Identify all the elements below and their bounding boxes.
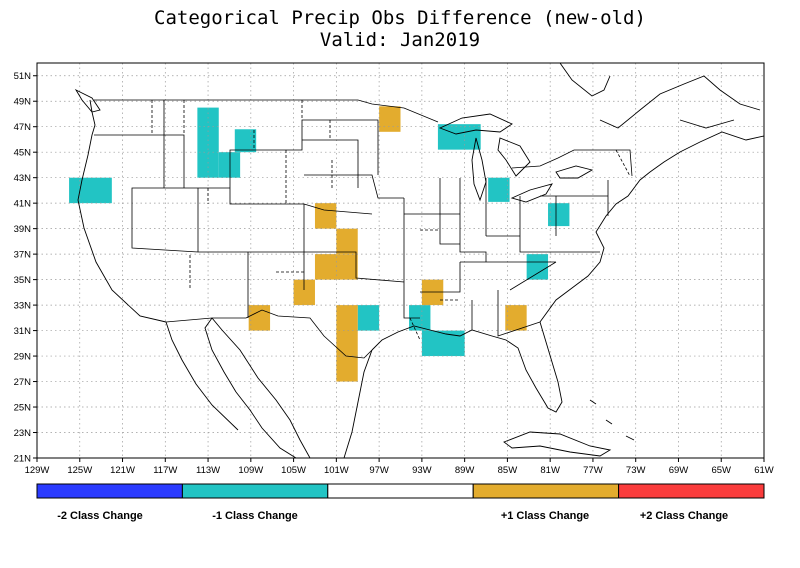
legend-label-0: -2 Class Change [57,510,143,522]
lon-tick-label: 109W [238,465,263,476]
lake-huron [497,137,531,177]
lon-tick-label: 101W [324,465,349,476]
lon-tick-label: 121W [110,465,135,476]
gulf-coastline [371,321,563,413]
difference-cell-10 [421,330,465,357]
pacific-coastline [77,99,167,323]
vancouver-island [74,88,101,113]
lon-tick-label: 73W [626,465,646,476]
lat-tick-label: 21N [14,454,32,465]
bahamas-outline [589,399,635,441]
interior-state-lines [94,100,609,337]
difference-cell-3 [234,129,257,153]
axis-ticks: 129W 125W 121W 117W 113W 109W 105W 101W 97W 93W 89… [14,71,774,476]
lat-tick-label: 49N [14,97,32,108]
legend-swatch-plus2 [618,483,765,499]
lon-tick-label: 129W [25,465,50,476]
lon-tick-label: 81W [540,465,560,476]
baja-coastline [165,317,239,431]
us-canada-border [94,99,633,177]
difference-cell-12 [314,203,337,229]
lat-tick-label: 23N [14,428,32,439]
difference-cell-1 [197,107,219,178]
legend-label-1: -1 Class Change [212,510,298,522]
lon-tick-label: 89W [455,465,475,476]
lat-tick-label: 39N [14,224,32,235]
difference-cell-7 [526,254,549,280]
lake-michigan [471,137,487,202]
plot-frame [36,62,765,459]
lake-superior [438,113,513,135]
lat-tick-label: 45N [14,148,32,159]
us-mexico-border [165,309,373,359]
legend-label-2: +1 Class Change [501,510,589,522]
difference-cell-2 [218,152,241,178]
atlantic-coastline [539,131,764,323]
lon-tick-label: 61W [754,465,774,476]
difference-cells [69,106,570,382]
canada-coastline [559,63,761,129]
lon-tick-label: 105W [281,465,306,476]
lon-tick-label: 69W [669,465,689,476]
legend: -2 Class Change -1 Class Change +1 Class C… [36,483,765,522]
map-subtitle: Valid: Jan2019 [319,29,481,51]
difference-cell-4 [437,124,481,150]
lon-tick-label: 85W [498,465,518,476]
difference-cell-11 [379,106,401,132]
lon-tick-label: 65W [711,465,731,476]
lon-tick-label: 117W [153,465,177,476]
mexico-coastline [211,317,373,458]
difference-cell-19 [505,305,527,331]
difference-cell-17 [336,305,358,382]
map-title: Categorical Precip Obs Difference (new-o… [154,7,646,29]
grid-lines [37,63,764,458]
difference-cell-5 [488,177,510,202]
lon-tick-label: 93W [412,465,432,476]
legend-swatch-plus1 [472,483,620,499]
legend-swatch-minus1 [181,483,329,499]
lat-tick-label: 31N [14,326,32,337]
lat-tick-label: 33N [14,301,32,312]
legend-label-3: +2 Class Change [640,510,728,522]
legend-swatch-zero [327,483,474,499]
lon-tick-label: 113W [196,465,220,476]
lat-tick-label: 27N [14,377,32,388]
difference-cell-16 [248,305,271,331]
lon-tick-label: 97W [369,465,389,476]
lake-erie [510,183,553,203]
legend-swatch-minus2 [36,483,183,499]
state-borders [94,99,633,359]
difference-cell-13 [336,228,358,255]
lat-tick-label: 25N [14,403,32,414]
coastlines-and-borders [74,63,764,458]
difference-cell-0 [69,177,112,204]
difference-cell-6 [548,203,570,227]
lat-tick-label: 41N [14,199,32,210]
lat-tick-label: 51N [14,71,32,82]
dashed-borders [151,100,631,341]
lat-tick-label: 43N [14,173,32,184]
lake-ontario [555,165,594,179]
lat-tick-label: 47N [14,122,32,133]
lat-tick-label: 35N [14,275,32,286]
lat-tick-label: 37N [14,250,32,261]
lon-tick-label: 125W [67,465,92,476]
difference-cell-8 [357,305,380,331]
lat-tick-label: 29N [14,352,32,363]
lon-tick-label: 77W [583,465,603,476]
cuba-outline [503,431,612,457]
difference-cell-15 [293,279,315,306]
